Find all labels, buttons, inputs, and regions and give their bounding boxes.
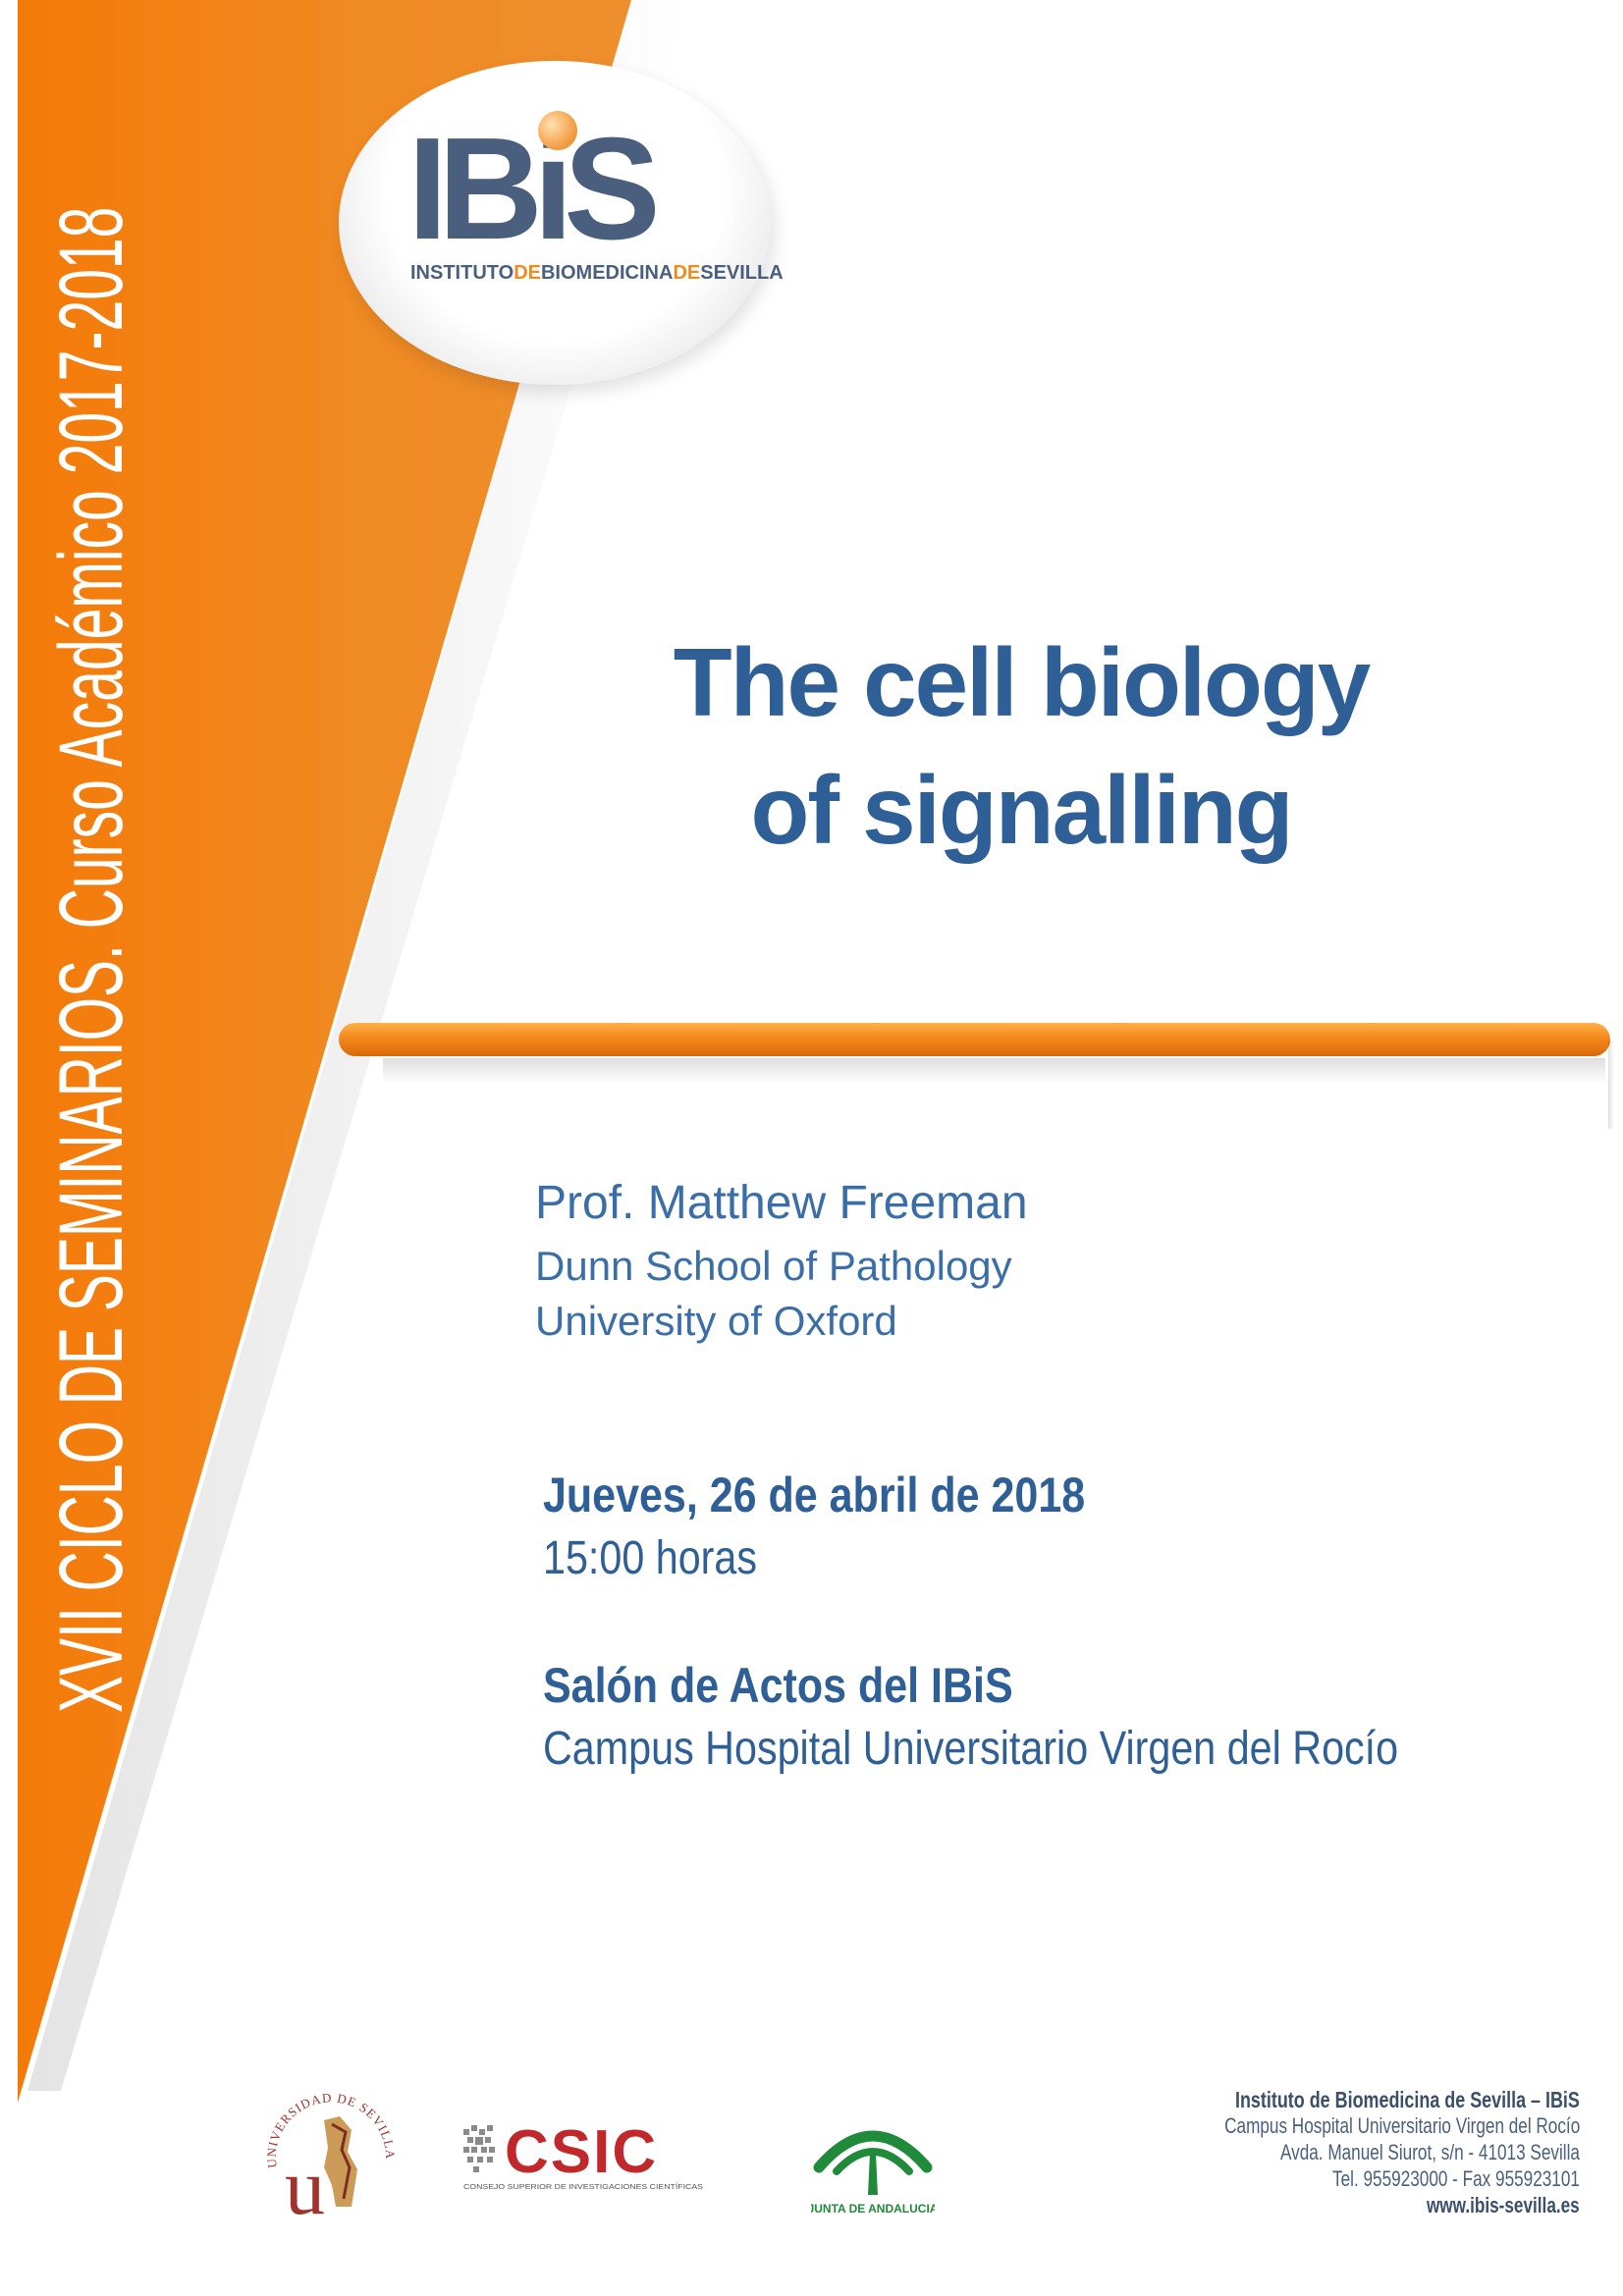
title-line-1: The cell biology xyxy=(673,628,1372,736)
event-campus: Campus Hospital Universitario Virgen del… xyxy=(543,1723,1399,1775)
seminar-title: The cell biology of signalling xyxy=(550,618,1492,874)
event-time: 15:00 horas xyxy=(543,1532,758,1584)
svg-text:u: u xyxy=(285,2142,325,2228)
svg-text:CONSEJO SUPERIOR DE INVESTIGAC: CONSEJO SUPERIOR DE INVESTIGACIONES CIEN… xyxy=(463,2182,703,2191)
side-banner-text: XVII CICLO DE SEMINARIOS. Curso Académic… xyxy=(41,206,141,1713)
svg-text:JUNTA DE ANDALUCIA: JUNTA DE ANDALUCIA xyxy=(811,2202,935,2216)
address-street: Avda. Manuel Siurot, s/n - 41013 Sevilla xyxy=(1280,2140,1580,2164)
speaker-department: Dunn School of Pathology xyxy=(535,1243,1012,1289)
speaker-university: University of Oxford xyxy=(535,1298,897,1344)
event-place: Salón de Actos del IBiS xyxy=(543,1658,1013,1713)
junta-de-andalucia-logo: JUNTA DE ANDALUCIA xyxy=(811,2130,935,2216)
ibis-logo-word: IBiS xyxy=(407,108,661,270)
address-website-link[interactable]: www.ibis-sevilla.es xyxy=(1427,2193,1580,2217)
address-campus: Campus Hospital Universitario Virgen del… xyxy=(1223,2113,1580,2138)
universidad-de-sevilla-logo: UNIVERSIDAD DE SEVILLA u xyxy=(264,2091,397,2228)
bar-shadow xyxy=(383,1058,1605,1084)
page-edge-shadow xyxy=(1608,1041,1614,1129)
svg-text:CSIC: CSIC xyxy=(505,2118,658,2186)
csic-logo: CSIC CONSEJO SUPERIOR DE INVESTIGACIONES… xyxy=(463,2118,703,2191)
ibis-logo-subtitle: INSTITUTODEBIOMEDICINADESEVILLA xyxy=(410,262,784,284)
address-institute: Instituto de Biomedicina de Sevilla – IB… xyxy=(1235,2087,1580,2112)
title-line-2: of signalling xyxy=(750,756,1293,864)
orange-divider-bar xyxy=(339,1023,1610,1056)
event-date: Jueves, 26 de abril de 2018 xyxy=(543,1468,1086,1522)
address-phone: Tel. 955923000 - Fax 955923101 xyxy=(1332,2166,1580,2191)
speaker-name: Prof. Matthew Freeman xyxy=(535,1177,1028,1229)
logo-dot-icon xyxy=(538,111,577,150)
